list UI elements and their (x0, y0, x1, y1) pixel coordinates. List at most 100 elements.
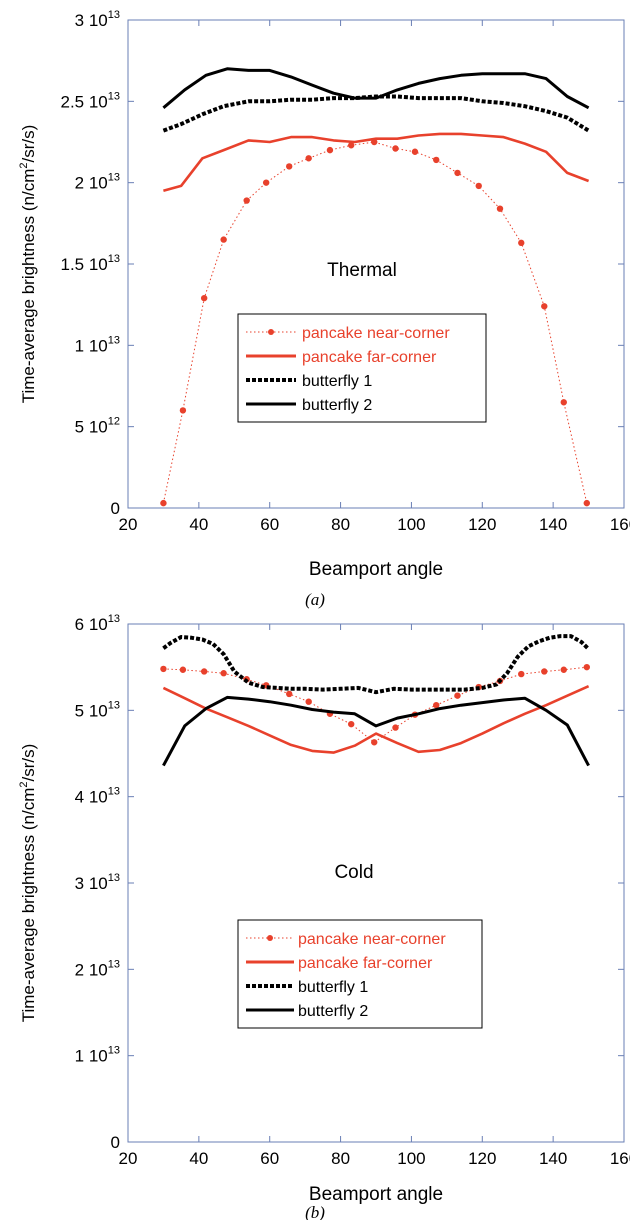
x-axis-label: Beamport angle (309, 1184, 443, 1205)
x-tick-labels: 20 40 60 80 100 120 140 160 (119, 1149, 630, 1168)
x-tick-label: 40 (189, 515, 208, 534)
chart-cold: 20 40 60 80 100 120 140 160 0 1 1013 2 1013 3 1013… (18, 613, 630, 1220)
legend-entry-butterfly-1: butterfly 1 (246, 979, 368, 996)
series-pancake-near-corner-point (286, 163, 293, 170)
y-tick-label: 2 1013 (75, 172, 120, 193)
series-pancake-near-corner-point (160, 499, 167, 507)
series-pancake-near-corner-point (179, 666, 187, 673)
x-tick-label: 20 (119, 1149, 138, 1168)
series-pancake-near-corner-point (392, 145, 399, 152)
series-group (160, 634, 590, 767)
x-tick-label: 60 (260, 1149, 279, 1168)
y-tick-label: 3 1013 (75, 872, 120, 893)
series-pancake-near-corner-point (305, 155, 312, 162)
series-pancake-near-corner-point (220, 670, 227, 677)
series-pancake-near-corner-point (348, 720, 355, 728)
legend-label-butterfly-2: butterfly 2 (298, 1003, 368, 1020)
legend-entry-pancake-near-corner: pancake near-corner (246, 325, 450, 342)
series-pancake-near-corner-point (392, 724, 399, 731)
series-butterfly-2-line (162, 695, 590, 767)
legend-marker-pancake-near-corner (267, 935, 273, 941)
series-pancake-near-corner-point (411, 148, 419, 155)
y-tick-label: 2.5 1013 (60, 90, 120, 111)
series-pancake-near-corner-point (243, 197, 250, 204)
legend-label-butterfly-2: butterfly 2 (302, 397, 372, 414)
series-pancake-near-corner-point (305, 698, 312, 705)
series-pancake-near-corner-point (518, 670, 525, 678)
legend-entry-butterfly-2: butterfly 2 (246, 397, 372, 414)
series-pancake-far-corner-line (162, 685, 590, 754)
tick-marks (127, 623, 625, 1143)
series-pancake-near-corner-point (160, 665, 167, 673)
series-pancake-near-corner-point (518, 239, 525, 247)
x-tick-label: 120 (468, 1149, 496, 1168)
x-tick-label: 20 (119, 515, 138, 534)
series-pancake-near-corner-line (162, 141, 588, 504)
series-pancake-near-corner-point (541, 303, 548, 310)
series-butterfly-1 (162, 94, 590, 133)
series-pancake-near-corner-point (496, 205, 504, 212)
series-pancake-near-corner-point (583, 663, 590, 671)
legend-label-butterfly-1: butterfly 1 (302, 373, 372, 390)
series-pancake-near-corner-point (371, 739, 378, 746)
panel-label-a: (a) (305, 590, 325, 609)
x-tick-label: 140 (539, 1149, 567, 1168)
legend: pancake near-corner pancake far-corner b… (237, 919, 483, 1029)
series-pancake-near-corner-point (179, 407, 187, 414)
y-tick-label: 2 1013 (75, 958, 120, 979)
x-axis-label: Beamport angle (309, 559, 443, 580)
series-pancake-near-corner-point (326, 146, 334, 154)
series-pancake-near-corner-point (541, 668, 548, 675)
y-tick-label: 0 (111, 499, 120, 518)
series-pancake-near-corner-point (433, 701, 440, 709)
x-tick-labels: 20 40 60 80 100 120 140 160 (119, 515, 630, 534)
series-pancake-near-corner-point (454, 692, 461, 699)
legend-entry-pancake-near-corner: pancake near-corner (246, 931, 446, 948)
x-tick-label: 140 (539, 515, 567, 534)
series-pancake-near-corner-point (220, 236, 227, 243)
tick-marks (127, 19, 625, 509)
series-pancake-far-corner (162, 685, 590, 754)
plot-frame (127, 623, 625, 1143)
y-tick-label: 1.5 1013 (60, 253, 120, 274)
series-pancake-near-corner-point (454, 169, 461, 177)
annotation-cold: Cold (334, 862, 373, 883)
series-butterfly-1-line (162, 634, 590, 695)
x-tick-label: 40 (189, 1149, 208, 1168)
x-tick-label: 120 (468, 515, 496, 534)
y-tick-labels: 0 1 1013 2 1013 3 1013 4 1013 5 1013 6 1013 (75, 613, 120, 1152)
y-tick-label: 1 1013 (75, 1045, 120, 1066)
series-pancake-near-corner-point (262, 179, 270, 186)
series-pancake-near-corner-line (163, 666, 587, 743)
y-axis-label: Time-average brightness (n/cm2/sr/s) (18, 125, 38, 404)
series-butterfly-2 (162, 67, 590, 110)
y-tick-label: 6 1013 (75, 613, 120, 634)
legend-label-pancake-far-corner: pancake far-corner (302, 349, 437, 366)
series-pancake-far-corner-line (163, 132, 590, 193)
legend-entry-pancake-far-corner: pancake far-corner (246, 955, 433, 972)
x-tick-label: 160 (610, 1149, 630, 1168)
panel-label-b: (b) (305, 1203, 325, 1220)
x-tick-label: 60 (260, 515, 279, 534)
series-pancake-near-corner-point (200, 668, 208, 675)
series-pancake-near-corner-point (286, 690, 293, 698)
series-group (160, 67, 590, 507)
y-tick-label: 5 1012 (75, 416, 120, 437)
y-tick-label: 3 1013 (75, 9, 120, 30)
series-pancake-near-corner-point (560, 666, 567, 673)
legend-label-butterfly-1: butterfly 1 (298, 979, 368, 996)
x-tick-label: 100 (397, 515, 425, 534)
series-pancake-near-corner (160, 138, 590, 507)
y-tick-label: 0 (111, 1133, 120, 1152)
legend-label-pancake-near-corner: pancake near-corner (302, 325, 450, 342)
legend: pancake near-corner pancake far-corner b… (237, 313, 487, 423)
series-pancake-near-corner-point (560, 399, 567, 406)
series-pancake-near-corner-point (200, 294, 208, 302)
legend-entry-butterfly-2: butterfly 2 (246, 1003, 368, 1020)
legend-entry-butterfly-1: butterfly 1 (246, 373, 372, 390)
chart-thermal: 20 40 60 80 100 120 140 160 0 5 1012 1 1013 1.5 10… (18, 9, 630, 609)
x-tick-label: 80 (331, 1149, 350, 1168)
series-pancake-near-corner-point (433, 156, 440, 164)
annotation-thermal: Thermal (327, 260, 397, 281)
